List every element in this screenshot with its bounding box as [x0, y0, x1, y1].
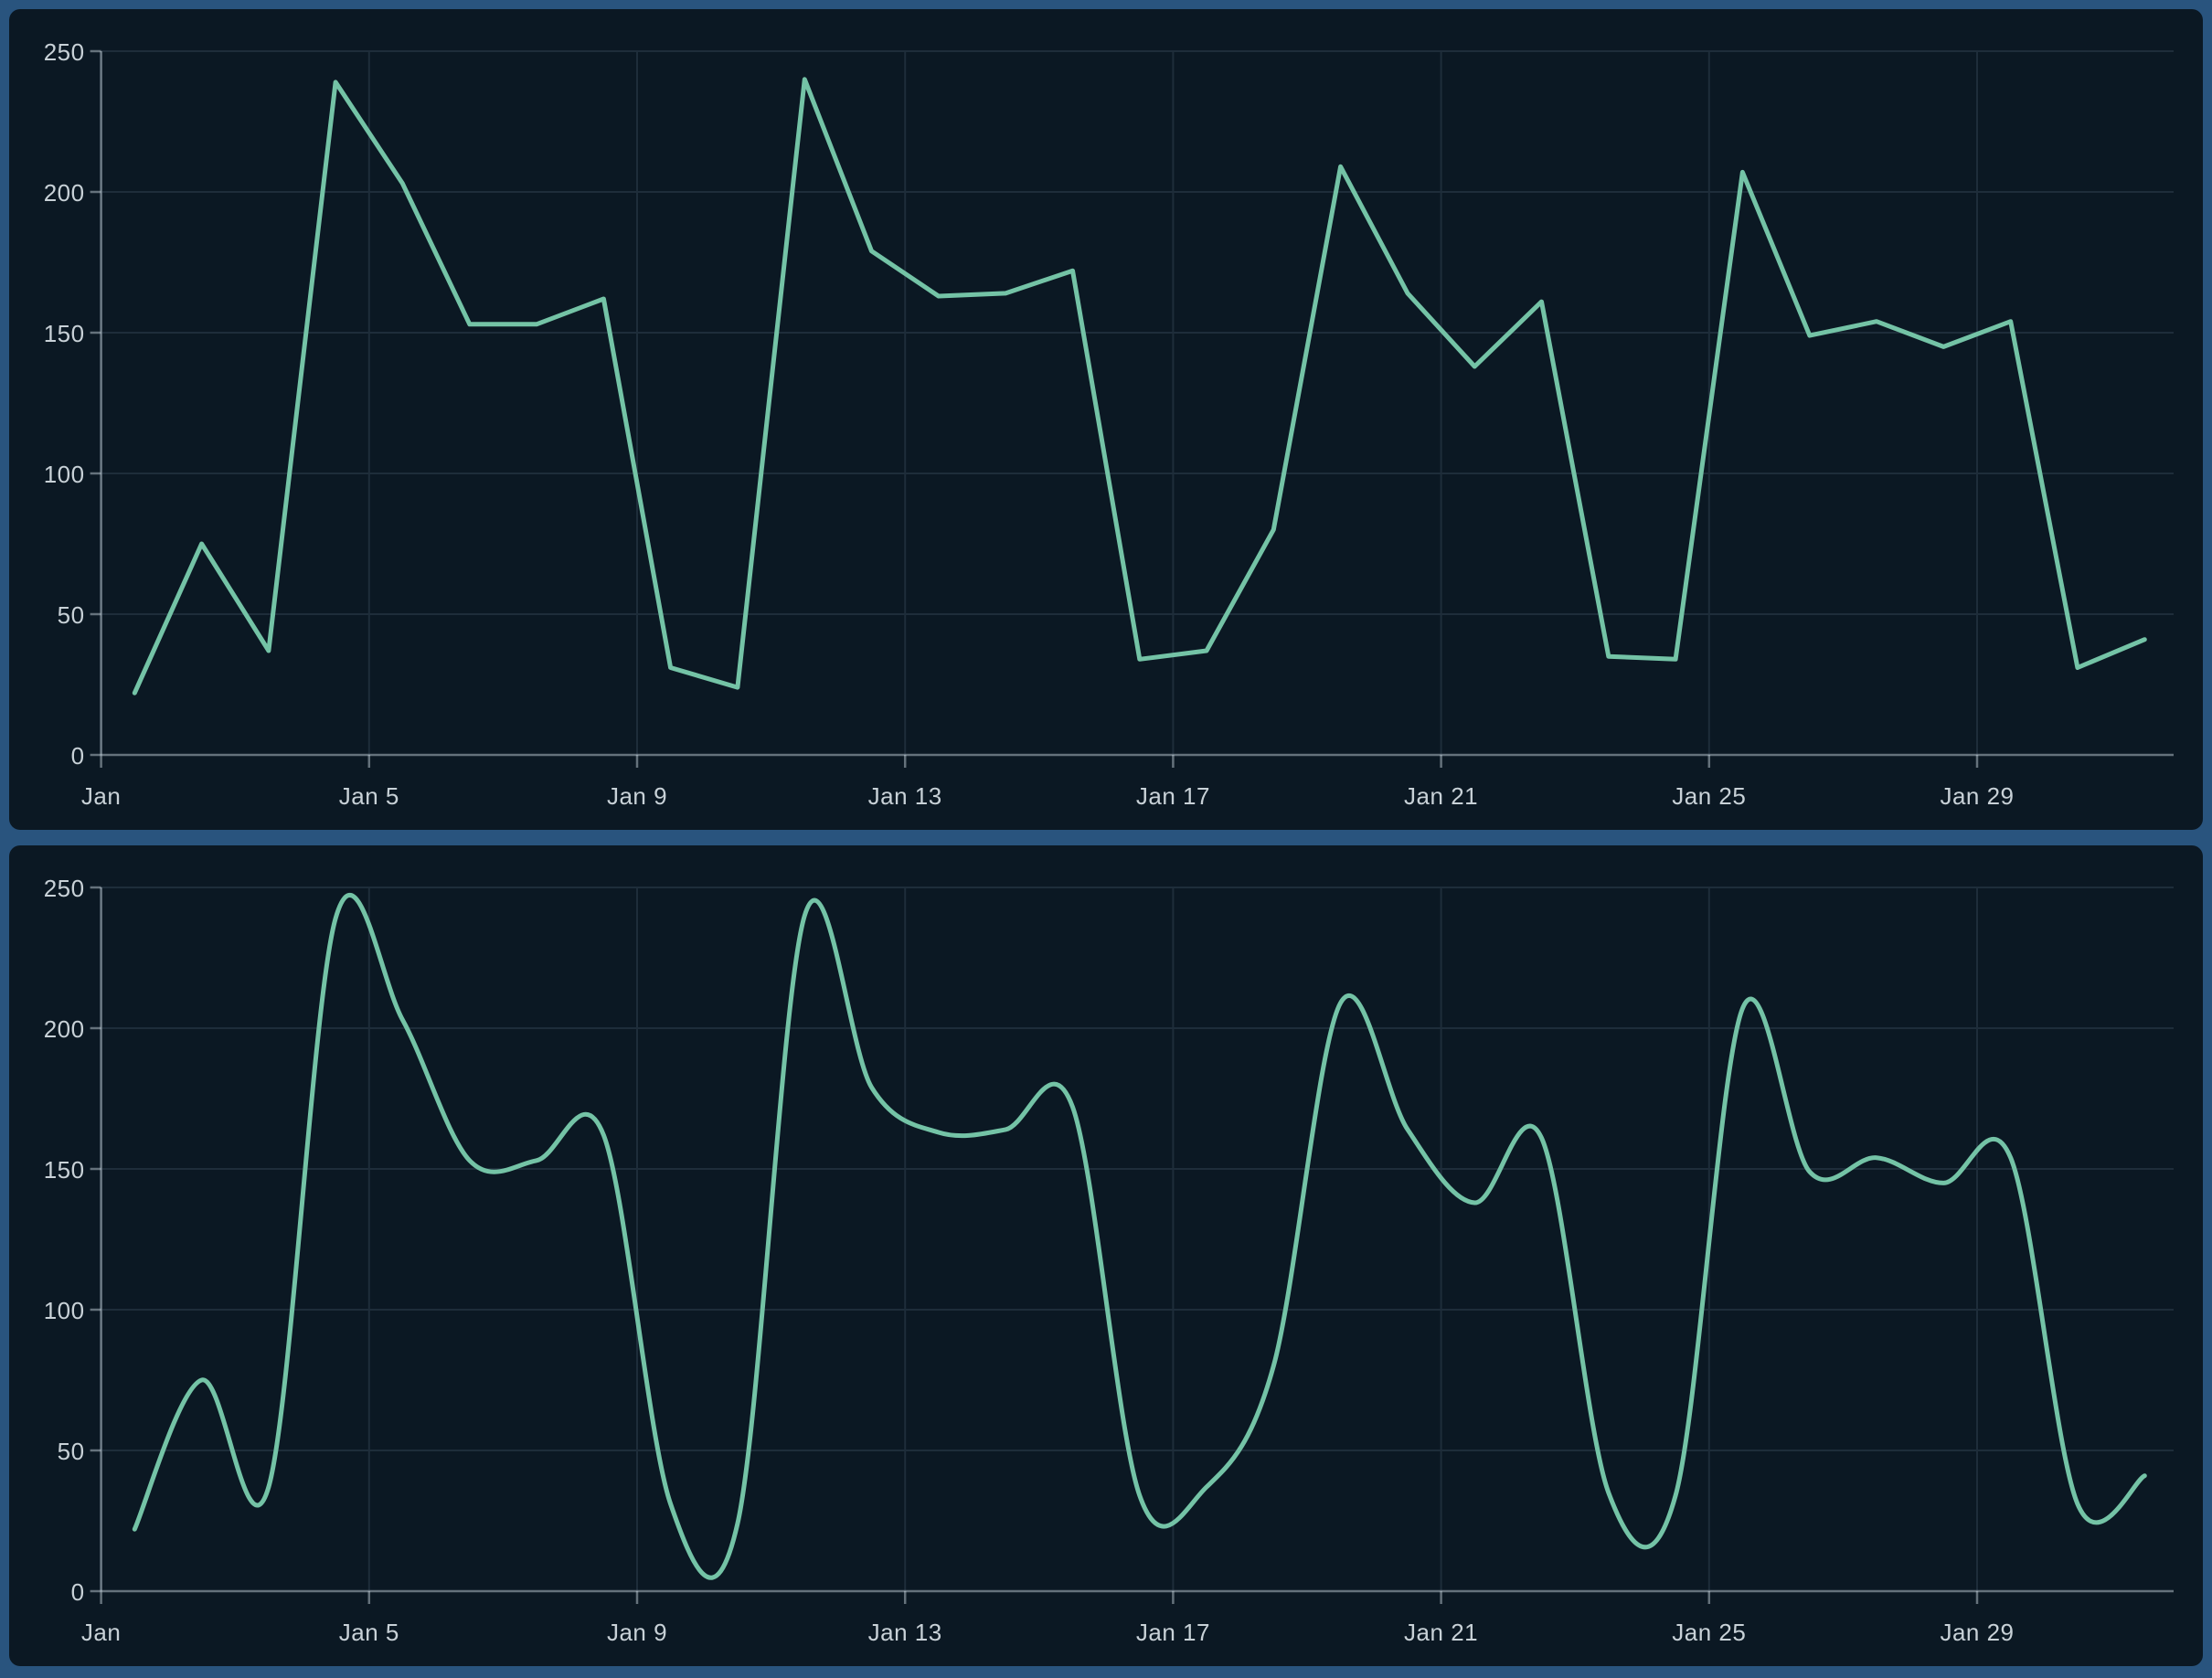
smoothed-line-chart: Jan Jan 5 Jan 9 Jan 13 Jan 17 Jan 21 Jan 25 Jan… [44, 875, 2174, 1646]
x-axis-tick-label: Jan 29 [1940, 782, 2014, 810]
y-axis-tick-label: 50 [58, 601, 85, 629]
x-axis-tick-label: Jan 25 [1672, 1619, 1746, 1646]
y-axis-tick-label: 250 [44, 38, 85, 66]
x-axis-tick-label: Jan 21 [1404, 1619, 1478, 1646]
y-axis-tick-label: 100 [44, 461, 85, 488]
y-axis-tick-label: 100 [44, 1297, 85, 1324]
x-axis-tick-label: Jan 5 [339, 1619, 399, 1646]
x-axis-tick-label: Jan 17 [1136, 782, 1210, 810]
chart-panel-top: Jan Jan 5 Jan 9 Jan 13 Jan 17 Jan 21 Jan 25 Jan… [9, 9, 2203, 830]
x-axis-tick-label: Jan 9 [607, 782, 667, 810]
y-axis-tick-label: 150 [44, 320, 85, 347]
x-axis-tick-label: Jan 9 [607, 1619, 667, 1646]
x-axis-tick-label: Jan 13 [868, 1619, 942, 1646]
x-axis-tick-label: Jan 29 [1940, 1619, 2014, 1646]
x-axis-tick-label: Jan [81, 1619, 121, 1646]
y-axis-tick-label: 200 [44, 179, 85, 207]
x-axis-tick-label: Jan 17 [1136, 1619, 1210, 1646]
series-line-smooth [132, 892, 2147, 1580]
y-axis-tick-label: 250 [44, 875, 85, 902]
x-axis-tick-label: Jan 5 [339, 782, 399, 810]
line-chart: Jan Jan 5 Jan 9 Jan 13 Jan 17 Jan 21 Jan 25 Jan… [44, 38, 2174, 810]
chart-panel-bottom: Jan Jan 5 Jan 9 Jan 13 Jan 17 Jan 21 Jan 25 Jan… [9, 845, 2203, 1666]
y-axis-tick-label: 200 [44, 1015, 85, 1043]
x-axis-tick-label: Jan 25 [1672, 782, 1746, 810]
x-axis-tick-label: Jan 13 [868, 782, 942, 810]
y-axis-tick-label: 50 [58, 1438, 85, 1465]
series-line [132, 77, 2147, 696]
y-axis-tick-label: 0 [71, 742, 85, 770]
y-axis-tick-label: 0 [71, 1578, 85, 1606]
x-axis-tick-label: Jan 21 [1404, 782, 1478, 810]
y-axis-tick-label: 150 [44, 1156, 85, 1184]
x-axis-tick-label: Jan [81, 782, 121, 810]
